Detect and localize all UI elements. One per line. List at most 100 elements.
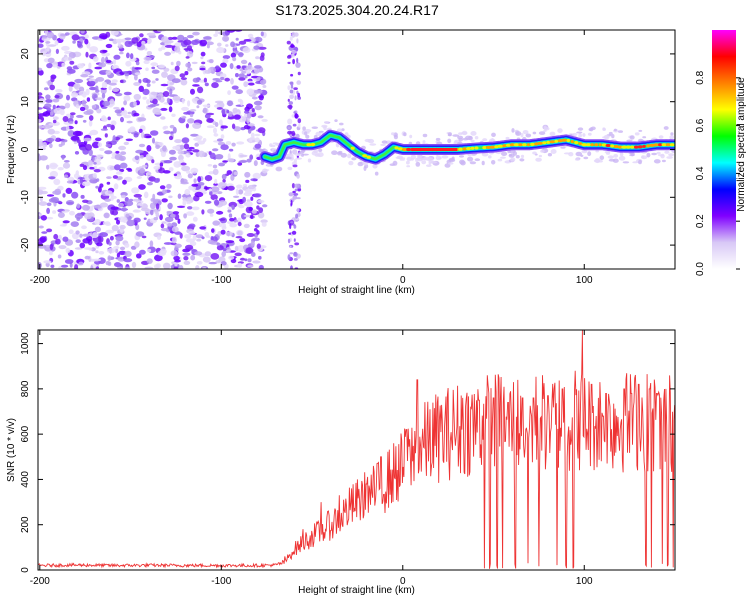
noise-blob: [38, 69, 44, 76]
track-halo-blob: [604, 150, 611, 154]
noise-blob: [54, 188, 61, 195]
noise-blob: [84, 38, 89, 45]
noise-blob: [46, 202, 52, 207]
noise-blob: [182, 252, 191, 256]
track-halo-blob: [275, 166, 283, 172]
track-halo-blob: [629, 135, 635, 140]
track-halo-blob: [304, 131, 308, 136]
track-halo-blob: [538, 131, 546, 136]
noise-blob: [187, 118, 195, 124]
noise-blob: [66, 94, 70, 101]
track-hotspot: [485, 145, 491, 149]
noise-blob: [184, 71, 189, 76]
noise-blob: [143, 60, 150, 65]
noise-blob: [149, 202, 156, 210]
noise-blob: [111, 79, 118, 83]
noise-blob: [187, 173, 193, 179]
noise-blob: [108, 241, 112, 246]
noise-blob: [288, 192, 294, 197]
noise-blob: [46, 45, 50, 52]
noise-blob: [216, 47, 225, 54]
track-halo-blob: [470, 139, 475, 143]
noise-blob: [124, 250, 132, 257]
noise-blob: [127, 127, 136, 133]
noise-blob: [42, 35, 48, 39]
track-halo-blob: [638, 159, 642, 165]
noise-blob: [181, 137, 190, 144]
noise-blob: [152, 98, 158, 105]
track-hotspot: [598, 143, 602, 147]
bottom-ytick-label: 600: [20, 425, 31, 442]
noise-blob: [209, 190, 213, 196]
track-halo-blob: [653, 159, 661, 164]
noise-blob: [61, 264, 69, 268]
noise-blob: [38, 43, 44, 48]
track-halo-blob: [324, 121, 329, 124]
noise-blob: [192, 149, 200, 153]
noise-blob: [124, 37, 132, 41]
noise-blob: [228, 213, 233, 218]
noise-blob: [228, 255, 235, 260]
noise-blob: [48, 176, 56, 180]
noise-blob: [46, 137, 55, 143]
noise-blob: [156, 191, 164, 196]
noise-blob: [97, 186, 102, 193]
track-halo-blob: [626, 139, 633, 142]
noise-blob: [251, 252, 256, 257]
noise-blob: [131, 37, 139, 44]
noise-blob: [133, 133, 139, 138]
noise-blob: [255, 56, 260, 60]
noise-blob: [185, 56, 190, 59]
noise-blob: [292, 149, 298, 155]
noise-blob: [167, 36, 174, 41]
noise-blob: [168, 167, 174, 172]
colorbar-gradient: [712, 30, 736, 269]
track-hotspot: [489, 145, 496, 149]
noise-blob: [287, 166, 293, 171]
noise-blob: [294, 242, 300, 246]
noise-blob: [220, 62, 227, 68]
noise-blob: [105, 143, 112, 148]
noise-blob: [253, 89, 263, 94]
track-halo-blob: [426, 164, 432, 167]
track-halo-blob: [656, 151, 661, 155]
noise-blob: [39, 236, 47, 243]
noise-blob: [68, 52, 76, 59]
noise-blob: [218, 218, 226, 221]
noise-blob: [77, 41, 82, 48]
noise-blob: [181, 106, 189, 111]
noise-blob: [246, 103, 253, 110]
noise-blob: [133, 100, 137, 107]
noise-blob: [172, 211, 180, 215]
noise-blob: [185, 244, 194, 250]
noise-blob: [77, 139, 81, 144]
noise-blob: [146, 145, 152, 152]
noise-blob: [220, 134, 225, 140]
track-halo-blob: [595, 149, 599, 153]
noise-blob: [160, 223, 165, 229]
noise-blob: [75, 170, 80, 176]
noise-blob: [111, 156, 116, 159]
track-halo-blob: [459, 155, 464, 158]
track-halo-blob: [403, 132, 407, 137]
noise-blob: [133, 209, 139, 213]
noise-blob: [125, 60, 132, 67]
track-halo-blob: [651, 152, 657, 156]
noise-blob: [166, 210, 172, 214]
colorbar: 0.0 0.2 0.4 0.6 0.8 Normalized spectral ampli…: [695, 30, 747, 276]
noise-blob: [187, 67, 193, 72]
track-halo-blob: [287, 153, 293, 157]
track-halo-blob: [389, 163, 396, 166]
noise-blob: [80, 194, 85, 199]
noise-blob: [296, 57, 299, 64]
noise-blob: [247, 264, 254, 268]
noise-blob: [216, 138, 224, 142]
noise-blob: [50, 111, 54, 116]
track-halo-blob: [448, 158, 456, 163]
noise-blob: [294, 188, 298, 192]
noise-blob: [262, 204, 268, 208]
noise-blob: [57, 167, 64, 171]
noise-blob: [228, 201, 238, 208]
noise-blob: [114, 154, 123, 161]
noise-blob: [114, 109, 123, 114]
